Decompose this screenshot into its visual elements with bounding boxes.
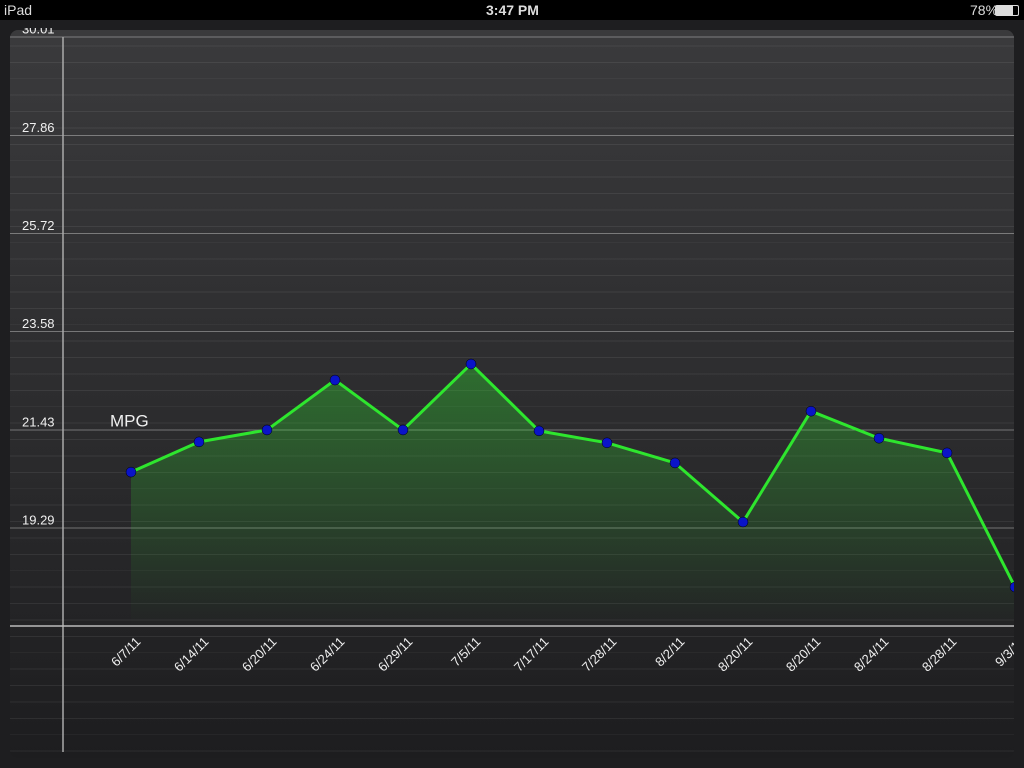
data-point bbox=[601, 437, 613, 449]
legend-label: MPG bbox=[110, 411, 149, 430]
data-point bbox=[941, 447, 953, 459]
x-tick-label: 8/20/11 bbox=[715, 634, 756, 675]
x-tick-label: 7/28/11 bbox=[579, 634, 620, 675]
data-point bbox=[737, 516, 749, 528]
y-tick-label: 21.43 bbox=[22, 414, 55, 429]
y-tick-label: 23.58 bbox=[22, 316, 55, 331]
data-point bbox=[193, 436, 205, 448]
battery-icon bbox=[995, 5, 1019, 16]
data-point bbox=[1009, 581, 1014, 593]
data-point bbox=[669, 457, 681, 469]
data-point bbox=[397, 424, 409, 436]
data-point bbox=[261, 424, 273, 436]
x-tick-label: 6/14/11 bbox=[171, 634, 212, 675]
x-tick-label: 8/20/11 bbox=[783, 634, 824, 675]
x-tick-label: 9/3/11 bbox=[992, 634, 1024, 669]
y-tick-label: 27.86 bbox=[22, 120, 55, 135]
plot-background bbox=[10, 30, 1014, 758]
x-tick-label: 6/24/11 bbox=[307, 634, 348, 675]
y-tick-label: 30.01 bbox=[22, 21, 55, 36]
clock: 3:47 PM bbox=[486, 2, 539, 18]
x-tick-label: 8/24/11 bbox=[851, 634, 892, 675]
data-point bbox=[329, 374, 341, 386]
data-point bbox=[533, 425, 545, 437]
line bbox=[130, 362, 1014, 588]
y-tick-label: 19.29 bbox=[22, 512, 55, 527]
data-point bbox=[805, 405, 817, 417]
plot-area: 19.29 21.43 23.58 25.72 27.86 30.01 6/7/11 6/14… bbox=[10, 21, 1024, 752]
area bbox=[131, 364, 1014, 626]
data-point bbox=[125, 466, 137, 478]
x-tick-label: 6/7/11 bbox=[108, 634, 143, 669]
x-tick-label: 7/5/11 bbox=[448, 634, 483, 669]
battery-level: 78% bbox=[970, 2, 999, 18]
x-tick-label: 8/2/11 bbox=[652, 634, 687, 669]
x-tick-label: 7/17/11 bbox=[511, 634, 552, 675]
data-point bbox=[465, 358, 477, 370]
device-name: iPad bbox=[4, 2, 33, 18]
data-point bbox=[873, 432, 885, 444]
x-tick-label: 6/29/11 bbox=[375, 634, 416, 675]
y-tick-label: 25.72 bbox=[22, 218, 55, 233]
chart-panel bbox=[0, 20, 1024, 768]
x-tick-label: 6/20/11 bbox=[239, 634, 280, 675]
x-tick-label: 8/28/11 bbox=[919, 634, 960, 675]
status-bar: iPad 3:47 PM 78% bbox=[0, 0, 1024, 20]
